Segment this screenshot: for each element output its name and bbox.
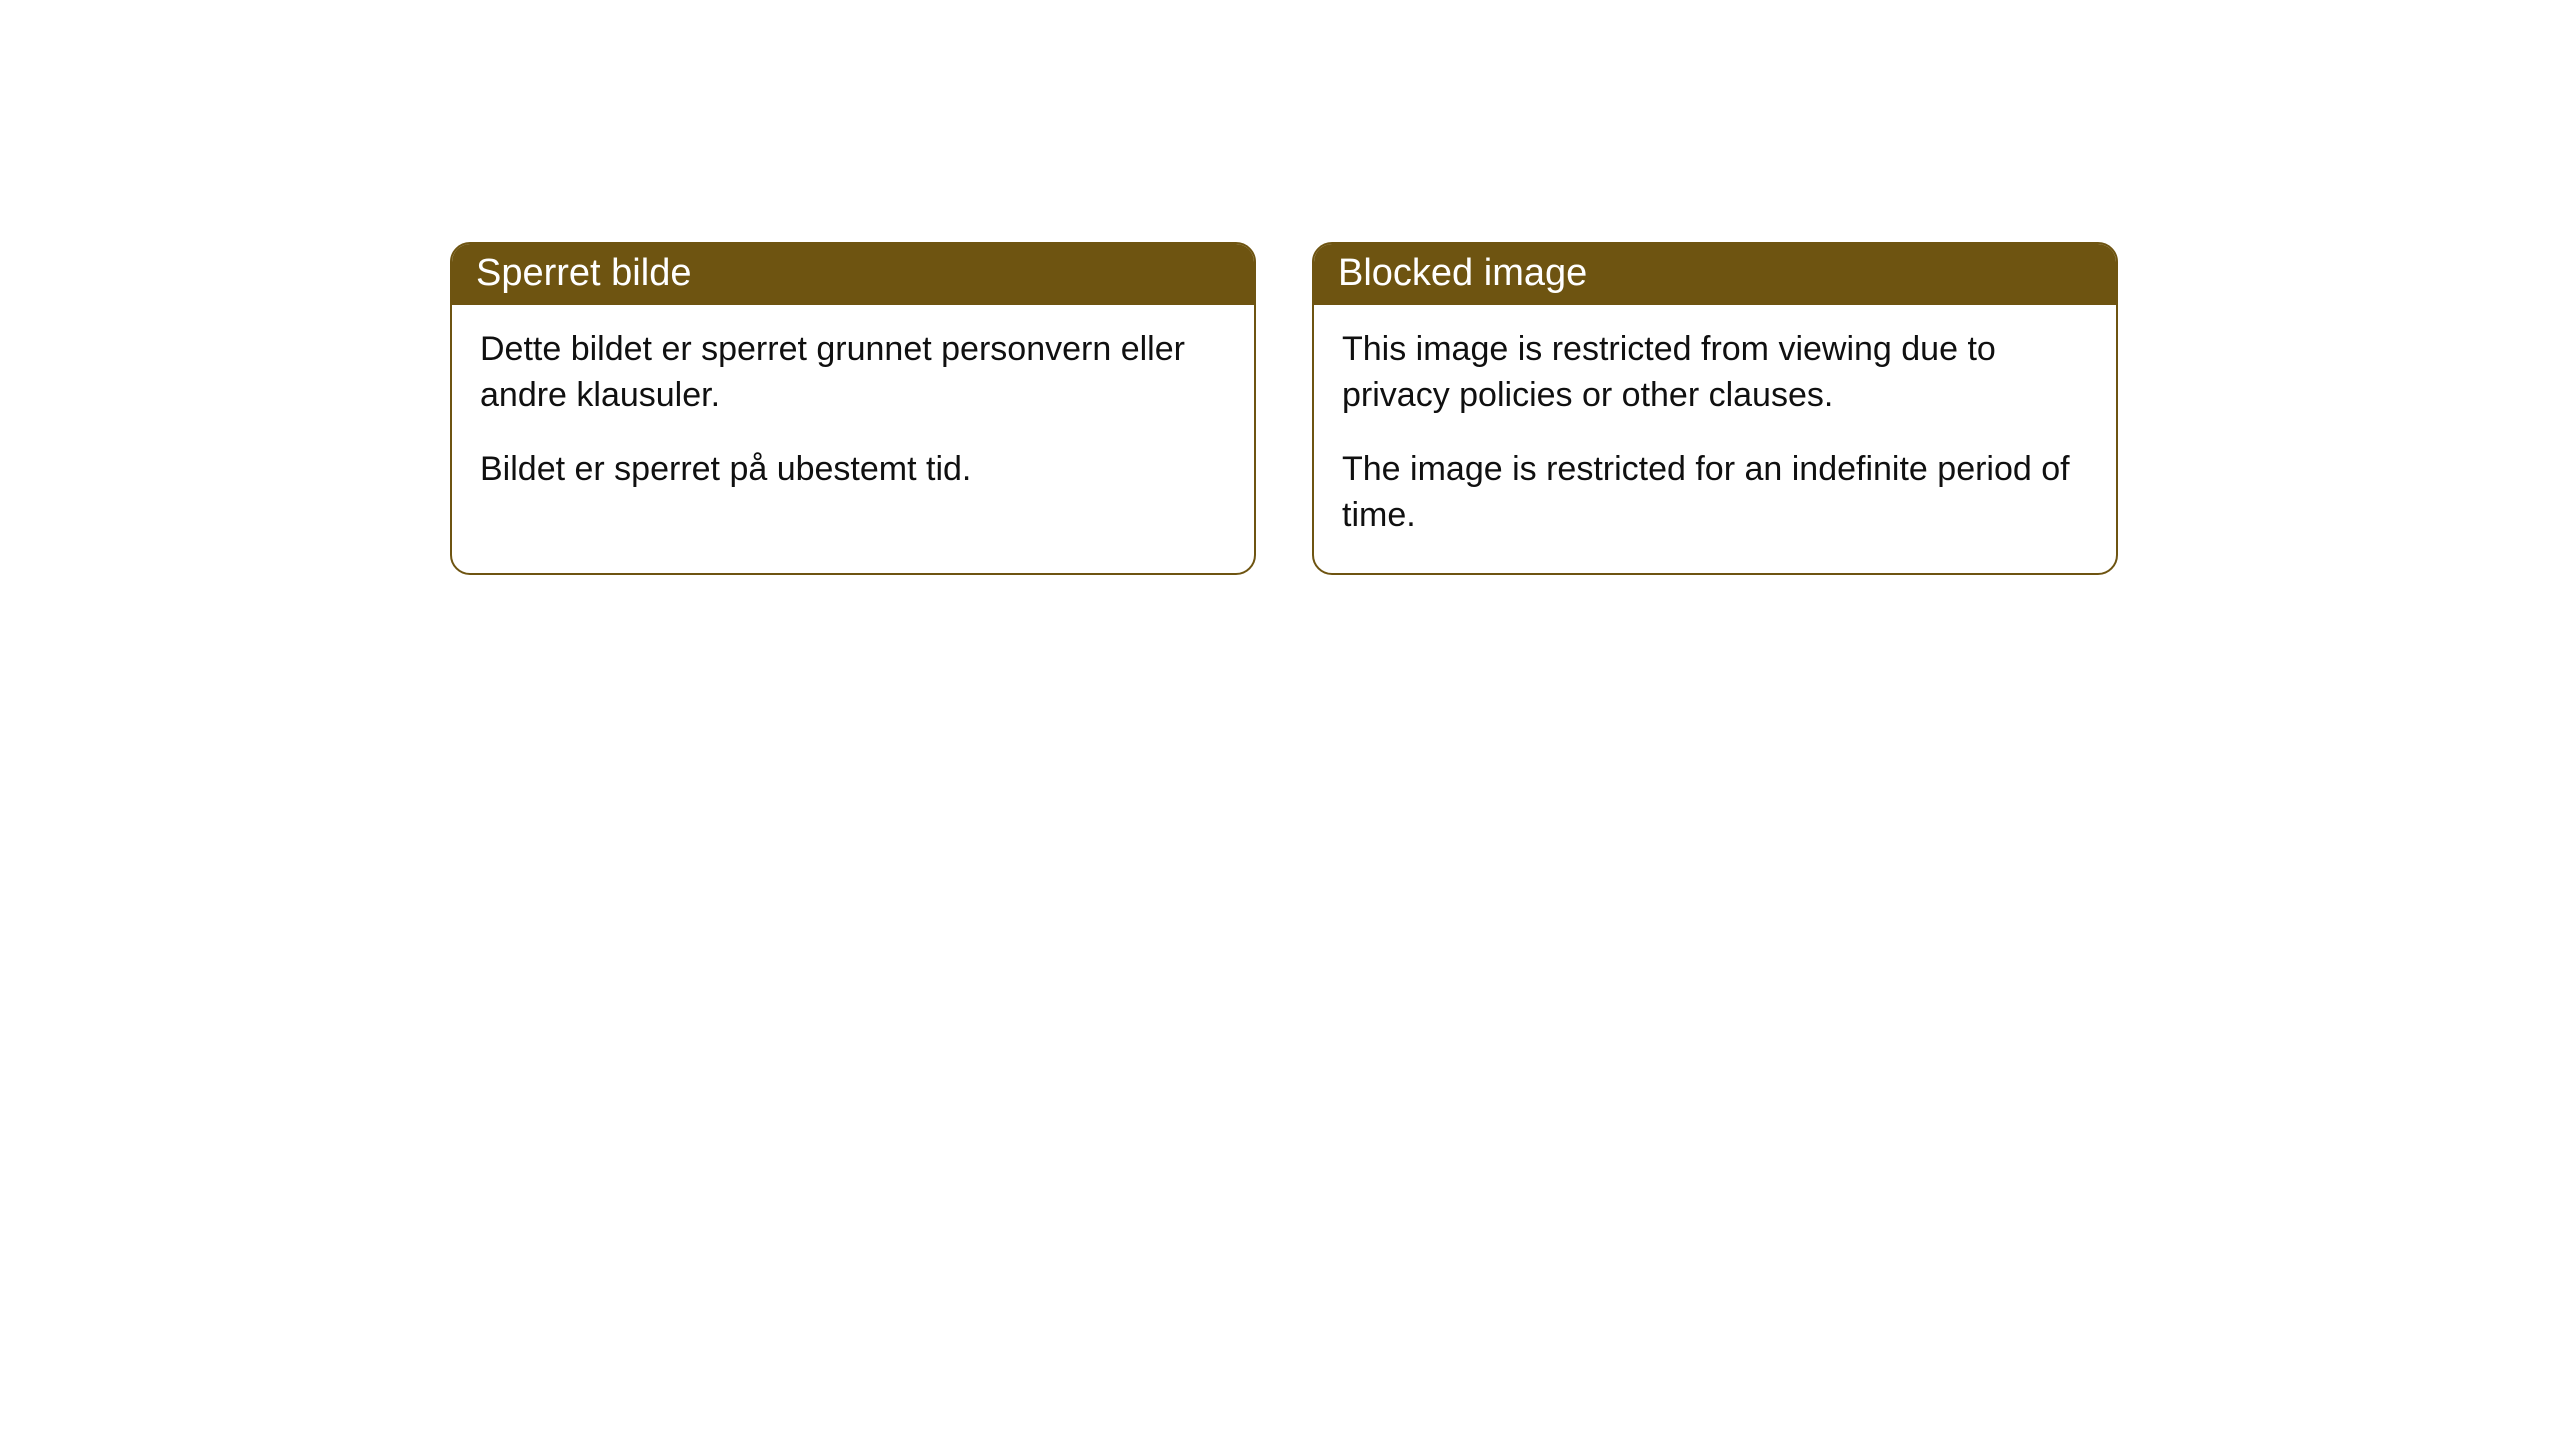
card-paragraph: Bildet er sperret på ubestemt tid. <box>480 447 1226 493</box>
card-body: This image is restricted from viewing du… <box>1314 305 2116 573</box>
notice-card-norwegian: Sperret bilde Dette bildet er sperret gr… <box>450 242 1256 575</box>
card-paragraph: This image is restricted from viewing du… <box>1342 327 2088 419</box>
card-paragraph: Dette bildet er sperret grunnet personve… <box>480 327 1226 419</box>
card-paragraph: The image is restricted for an indefinit… <box>1342 447 2088 539</box>
card-body: Dette bildet er sperret grunnet personve… <box>452 305 1254 527</box>
notice-cards-container: Sperret bilde Dette bildet er sperret gr… <box>0 0 2560 575</box>
card-header: Sperret bilde <box>452 244 1254 305</box>
card-title: Blocked image <box>1338 252 1587 294</box>
notice-card-english: Blocked image This image is restricted f… <box>1312 242 2118 575</box>
card-title: Sperret bilde <box>476 252 691 294</box>
card-header: Blocked image <box>1314 244 2116 305</box>
